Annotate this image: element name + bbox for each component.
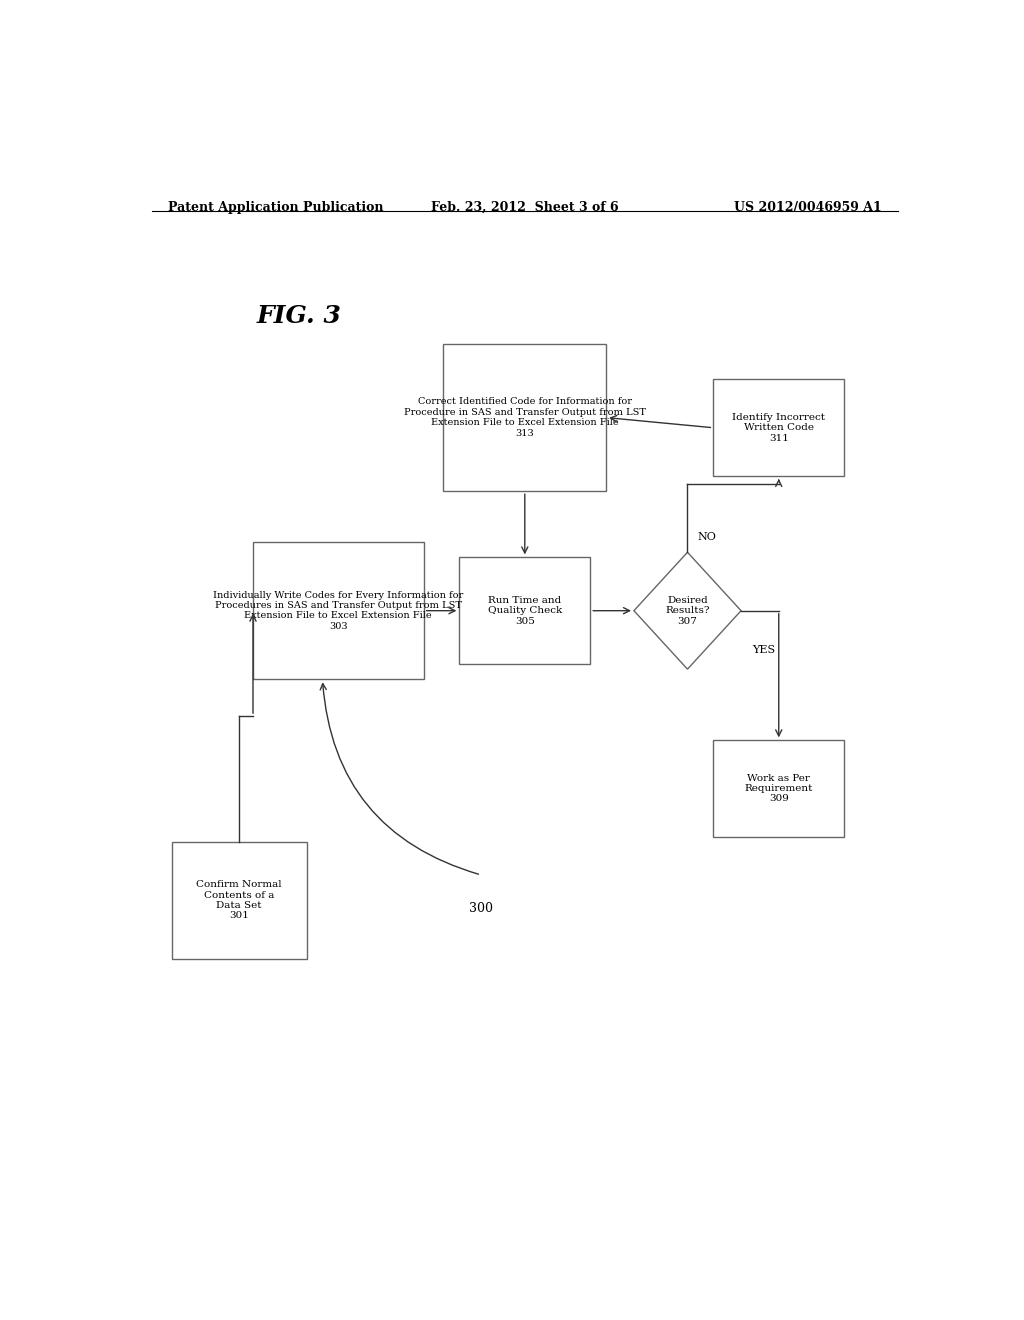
Polygon shape [634, 552, 741, 669]
Text: Individually Write Codes for Every Information for
Procedures in SAS and Transfe: Individually Write Codes for Every Infor… [213, 590, 464, 631]
FancyBboxPatch shape [253, 543, 424, 680]
Text: YES: YES [752, 645, 775, 655]
Text: 300: 300 [469, 903, 494, 915]
Text: Correct Identified Code for Information for
Procedure in SAS and Transfer Output: Correct Identified Code for Information … [403, 397, 646, 438]
Text: Identify Incorrect
Written Code
311: Identify Incorrect Written Code 311 [732, 413, 825, 442]
FancyBboxPatch shape [443, 345, 606, 491]
FancyBboxPatch shape [714, 741, 844, 837]
Text: FIG. 3: FIG. 3 [256, 304, 341, 327]
Text: Confirm Normal
Contents of a
Data Set
301: Confirm Normal Contents of a Data Set 30… [197, 880, 282, 920]
Text: US 2012/0046959 A1: US 2012/0046959 A1 [734, 201, 882, 214]
Text: Run Time and
Quality Check
305: Run Time and Quality Check 305 [487, 595, 562, 626]
FancyBboxPatch shape [714, 379, 844, 477]
Text: Desired
Results?
307: Desired Results? 307 [666, 595, 710, 626]
Text: Patent Application Publication: Patent Application Publication [168, 201, 383, 214]
Text: Work as Per
Requirement
309: Work as Per Requirement 309 [744, 774, 813, 804]
FancyBboxPatch shape [172, 842, 306, 958]
FancyBboxPatch shape [460, 557, 590, 664]
Text: NO: NO [697, 532, 716, 543]
Text: Feb. 23, 2012  Sheet 3 of 6: Feb. 23, 2012 Sheet 3 of 6 [431, 201, 618, 214]
